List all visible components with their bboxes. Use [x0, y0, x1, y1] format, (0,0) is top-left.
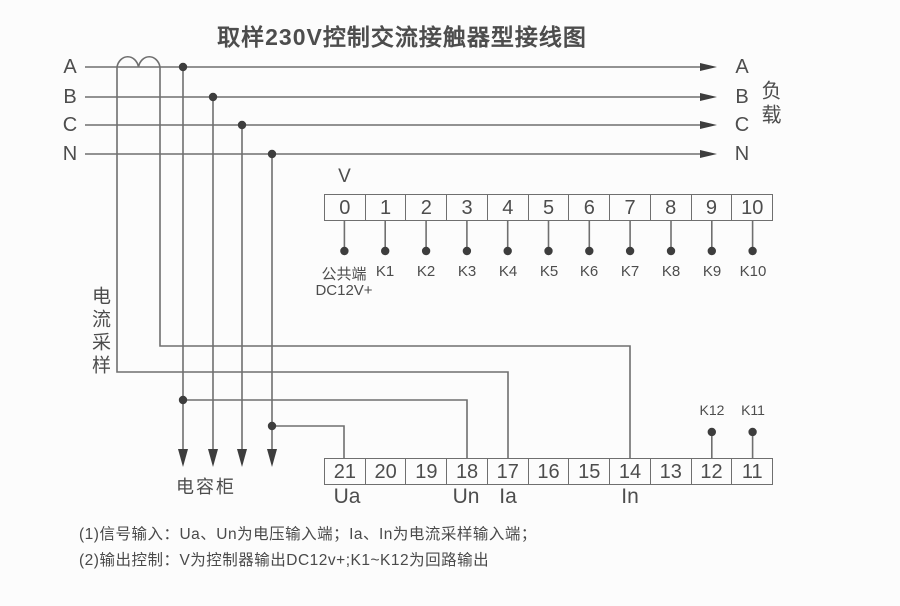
terminal-cell: 0: [339, 196, 351, 219]
terminal-cell: 11: [731, 459, 772, 484]
bus-label-right-c: C: [734, 114, 750, 136]
terminal-cell: 2: [405, 195, 446, 220]
terminal-cell: 21: [333, 460, 356, 483]
terminal-cell: 7: [609, 195, 650, 220]
bottom-terminal-strip: 21 20 19 18 17 16 15 14 13 12 11: [324, 458, 773, 485]
bus-lines: [85, 66, 702, 155]
k1-label: K1: [375, 263, 395, 280]
un-label: Un: [452, 485, 480, 508]
k12-k11-stubs: [707, 427, 757, 458]
capacitor-cabinet-label: 电容柜: [176, 477, 236, 497]
k9-label: K9: [702, 263, 722, 280]
terminal-cell: 17: [486, 459, 528, 484]
v-output-label: V: [338, 166, 351, 187]
diagram-title: 取样230V控制交流接触器型接线图: [217, 24, 587, 50]
k12-label: K12: [699, 402, 725, 418]
bus-label-left-b: B: [63, 86, 77, 108]
terminal-cell: 6: [568, 195, 609, 220]
terminal-cell: 16: [527, 459, 569, 484]
bus-label-left-n: N: [62, 143, 78, 165]
k10-label: K10: [739, 263, 767, 280]
k11-label: K11: [741, 402, 765, 418]
terminal-cell: 8: [649, 195, 691, 220]
k8-label: K8: [661, 263, 681, 280]
terminal-cell: 13: [649, 459, 691, 484]
terminal-cell: 3: [446, 195, 487, 220]
current-transformer-icon: [116, 55, 161, 68]
note-output-control: (2)输出控制：V为控制器输出DC12v+;K1~K12为回路输出: [79, 552, 490, 569]
down-arrowheads: [178, 449, 277, 467]
terminal-cell: 12: [690, 459, 732, 484]
terminal-cell: 1: [364, 195, 406, 220]
k7-label: K7: [620, 263, 640, 280]
bus-label-left-c: C: [62, 114, 78, 136]
bus-label-right-a: A: [735, 56, 749, 78]
top-strip-stubs: [340, 221, 757, 256]
signal-wires: [116, 67, 631, 458]
junction-dots: [178, 62, 277, 431]
common-terminal-label: 公共端: [321, 266, 367, 283]
right-arrowheads: [700, 63, 717, 158]
terminal-cell: 19: [405, 459, 446, 484]
load-label: 负载: [758, 80, 780, 128]
top-terminal-strip: 0 1 2 3 4 5 6 7 8 9 10: [324, 194, 773, 221]
terminal-cell: 14: [609, 459, 650, 484]
bus-label-right-n: N: [734, 143, 750, 165]
terminal-cell: 5: [527, 195, 569, 220]
in-label: In: [621, 485, 639, 508]
ua-label: Ua: [333, 485, 361, 508]
terminal-cell: 18: [446, 459, 487, 484]
terminal-cell: 15: [568, 459, 609, 484]
current-sampling-label: 电流采样: [89, 286, 110, 378]
terminal-cell: 4: [486, 195, 528, 220]
terminal-cell: 9: [690, 195, 732, 220]
k2-label: K2: [416, 263, 436, 280]
k4-label: K4: [498, 263, 518, 280]
note-signal-input: (1)信号输入：Ua、Un为电压输入端；Ia、In为电流采样输入端；: [79, 526, 537, 543]
bus-label-right-b: B: [735, 86, 749, 108]
bus-label-left-a: A: [63, 56, 77, 78]
dc12v-label: DC12V+: [315, 282, 373, 299]
terminal-cell: 10: [731, 195, 772, 220]
k3-label: K3: [457, 263, 477, 280]
terminal-cell: 20: [364, 459, 406, 484]
k6-label: K6: [579, 263, 599, 280]
k5-label: K5: [539, 263, 559, 280]
ia-label: Ia: [499, 485, 517, 508]
